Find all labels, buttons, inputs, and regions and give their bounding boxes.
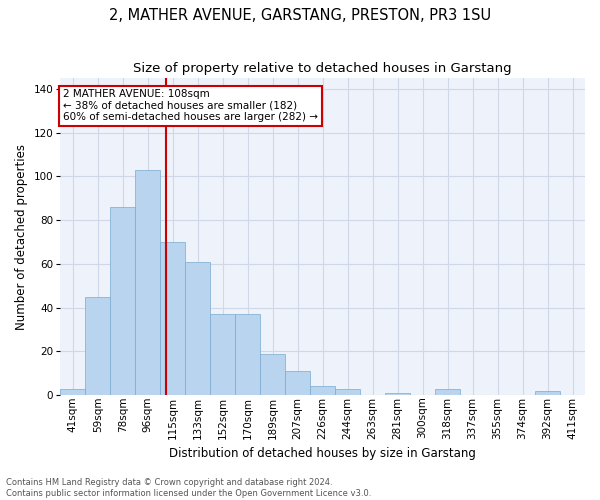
Bar — [210, 314, 235, 395]
Bar — [310, 386, 335, 395]
Bar — [110, 207, 135, 395]
Bar — [435, 388, 460, 395]
Y-axis label: Number of detached properties: Number of detached properties — [15, 144, 28, 330]
Bar — [235, 314, 260, 395]
Text: 2 MATHER AVENUE: 108sqm
← 38% of detached houses are smaller (182)
60% of semi-d: 2 MATHER AVENUE: 108sqm ← 38% of detache… — [63, 89, 318, 122]
Bar — [85, 296, 110, 395]
Bar — [285, 371, 310, 395]
Text: 2, MATHER AVENUE, GARSTANG, PRESTON, PR3 1SU: 2, MATHER AVENUE, GARSTANG, PRESTON, PR3… — [109, 8, 491, 22]
Text: Contains HM Land Registry data © Crown copyright and database right 2024.
Contai: Contains HM Land Registry data © Crown c… — [6, 478, 371, 498]
Bar — [185, 262, 210, 395]
Bar — [60, 388, 85, 395]
Title: Size of property relative to detached houses in Garstang: Size of property relative to detached ho… — [133, 62, 512, 76]
Bar — [335, 388, 360, 395]
Bar — [385, 393, 410, 395]
X-axis label: Distribution of detached houses by size in Garstang: Distribution of detached houses by size … — [169, 447, 476, 460]
Bar — [260, 354, 285, 395]
Bar — [135, 170, 160, 395]
Bar — [160, 242, 185, 395]
Bar — [535, 391, 560, 395]
